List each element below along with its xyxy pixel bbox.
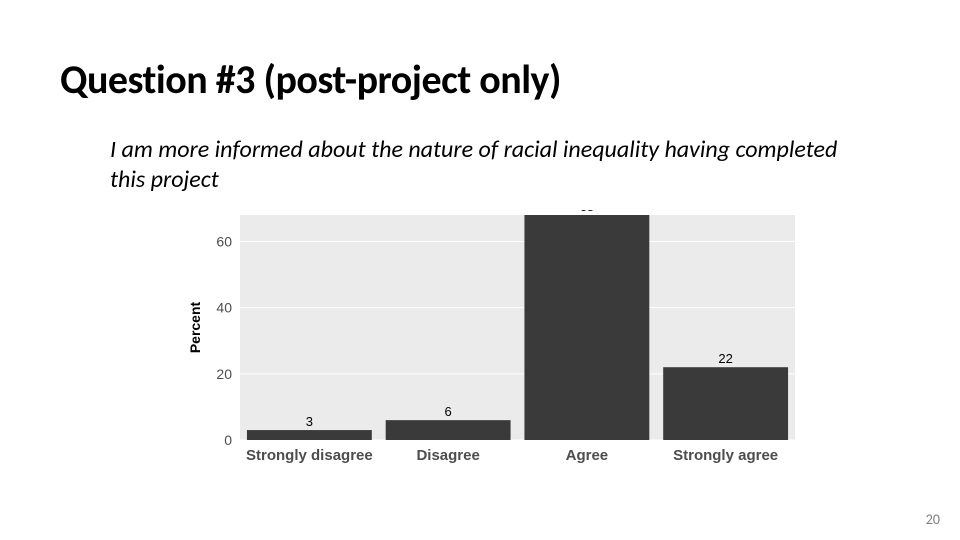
svg-text:Strongly disagree: Strongly disagree <box>246 447 373 464</box>
svg-text:22: 22 <box>718 351 732 366</box>
svg-text:60: 60 <box>216 233 232 249</box>
svg-text:6: 6 <box>445 404 452 419</box>
svg-text:40: 40 <box>216 300 232 316</box>
slide-subtitle: I am more informed about the nature of r… <box>110 135 870 195</box>
bar-chart: 0 20 40 60 3 Strongly disagree 6 Disagree 68 Agre… <box>180 210 800 470</box>
slide-title: Question #3 (post-project only) <box>60 55 561 104</box>
svg-text:Agree: Agree <box>566 447 609 464</box>
page-number: 20 <box>926 511 940 528</box>
svg-text:Percent: Percent <box>187 301 203 353</box>
svg-text:0: 0 <box>224 432 232 448</box>
svg-text:3: 3 <box>306 414 313 429</box>
svg-text:20: 20 <box>216 366 232 382</box>
svg-text:68: 68 <box>580 210 594 214</box>
svg-text:Disagree: Disagree <box>416 447 479 464</box>
svg-text:Strongly agree: Strongly agree <box>673 447 778 464</box>
